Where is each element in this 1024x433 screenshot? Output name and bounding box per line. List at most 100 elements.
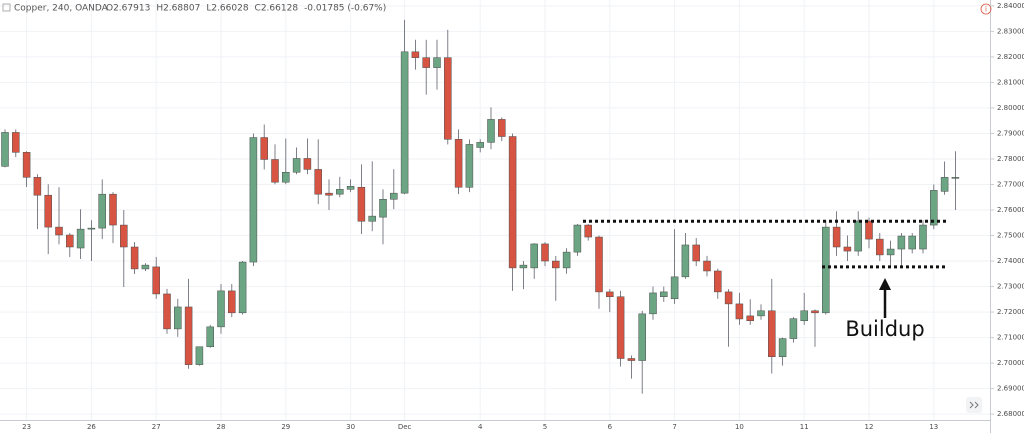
candle-body-down [12, 132, 20, 153]
candle-body-up [649, 292, 657, 315]
x-tick-label: 28 [217, 423, 226, 431]
ohlc-value: O2.67913 [106, 4, 150, 14]
candle-body-up [1, 132, 9, 167]
candle-body-down [616, 296, 625, 359]
candle-body-down [746, 315, 754, 321]
candle-body-down [865, 220, 873, 240]
y-tick-label: 2.78000 [997, 155, 1024, 163]
x-tick-label: Dec [398, 423, 412, 431]
candle-body-down [876, 238, 884, 256]
candle-body-down [33, 177, 42, 196]
y-tick-label: 2.75000 [997, 232, 1024, 240]
y-tick-label: 2.70000 [997, 359, 1024, 367]
info-icon[interactable] [980, 3, 992, 15]
candle-body-down [735, 303, 744, 320]
x-tick-label: 29 [281, 423, 290, 431]
candle-body-down [595, 236, 603, 293]
candle-body-down [184, 306, 193, 365]
chart-title: Copper, 240, OANDA [14, 4, 109, 14]
candle-body-up [530, 243, 538, 269]
candle-body-down [832, 226, 841, 248]
candle-body-down [724, 291, 733, 305]
candle-body-down [55, 226, 63, 236]
candle-body-up [681, 244, 690, 278]
candle-body-up [476, 142, 484, 148]
ohlc-value: C2.66128 [255, 4, 299, 14]
ohlc-value: L2.66028 [206, 4, 249, 14]
candle-body-down [357, 187, 366, 222]
x-tick-label: 12 [865, 423, 874, 431]
candle-body-down [271, 159, 279, 183]
candle-body-down [454, 139, 463, 188]
candle-body-down [325, 192, 333, 196]
candle-body-down [843, 246, 852, 252]
candle-body-down [152, 266, 160, 295]
candle-body-up [897, 235, 906, 250]
candle-body-down [498, 119, 506, 137]
candle-body-down [552, 260, 560, 269]
ohlc-value: -0.01785 (-0.67%) [304, 4, 386, 14]
candle-body-down [768, 310, 776, 357]
candle-body-up [292, 158, 301, 173]
candle-body-up [822, 226, 830, 314]
x-tick-label: 7 [672, 423, 676, 431]
candle-body-down [811, 310, 819, 314]
annotation: Buildup [845, 317, 924, 341]
overlay: Buildup [583, 219, 947, 341]
candle-body-up [76, 228, 85, 249]
y-tick-label: 2.68000 [997, 410, 1024, 418]
y-tick-label: 2.69000 [997, 385, 1024, 393]
candle-body-up [379, 199, 387, 218]
candle-body-up [940, 177, 949, 192]
x-tick-label: 27 [152, 423, 161, 431]
candle-body-up [951, 177, 960, 179]
y-tick-label: 2.73000 [997, 283, 1024, 291]
candle-body-up [433, 57, 441, 68]
candle-body-down [228, 290, 236, 314]
candle-body-down [584, 224, 592, 238]
candle-body-up [141, 264, 150, 270]
x-tick-label: 26 [87, 423, 96, 431]
candle-body-down [703, 260, 711, 272]
candle-body-down [303, 158, 312, 170]
candle-body-up [390, 192, 398, 200]
candle-body-up [919, 224, 927, 250]
y-tick-label: 2.71000 [997, 334, 1024, 342]
candle-body-down [508, 136, 517, 269]
symbol-icon[interactable] [2, 3, 11, 12]
candle-body-up [670, 276, 679, 300]
candles [1, 19, 960, 394]
candle-body-down [422, 57, 430, 68]
scroll-button[interactable] [966, 397, 982, 413]
candle-body-up [908, 235, 916, 250]
candle-body-up [886, 248, 895, 256]
y-tick-label: 2.76000 [997, 206, 1024, 214]
candle-body-down [692, 244, 700, 262]
y-tick-label: 2.77000 [997, 180, 1024, 188]
candle-body-up [800, 310, 808, 321]
candle-body-up [854, 220, 862, 252]
candle-body-up [195, 346, 204, 365]
candle-body-up [400, 51, 409, 194]
info-icon-glyph: i [985, 6, 987, 14]
y-tick-label: 2.84000 [997, 2, 1024, 10]
candle-body-down [606, 291, 614, 298]
candle-body-down [714, 270, 722, 293]
candle-body-down [44, 194, 52, 228]
candle-body-up [98, 193, 106, 229]
candle-body-down [22, 152, 31, 178]
x-tick-label: 30 [346, 423, 355, 431]
candle-body-up [217, 290, 225, 328]
candle-body-up [87, 227, 96, 230]
candle-body-up [368, 215, 376, 222]
candle-body-up [206, 326, 214, 348]
x-tick-label: 5 [543, 423, 547, 431]
y-tick-label: 2.81000 [997, 78, 1024, 86]
candle-body-up [336, 189, 344, 195]
y-tick-label: 2.82000 [997, 53, 1024, 61]
candle-body-down [260, 137, 268, 160]
candle-body-down [163, 293, 171, 330]
candle-body-up [519, 264, 528, 269]
candle-body-up [346, 186, 355, 190]
